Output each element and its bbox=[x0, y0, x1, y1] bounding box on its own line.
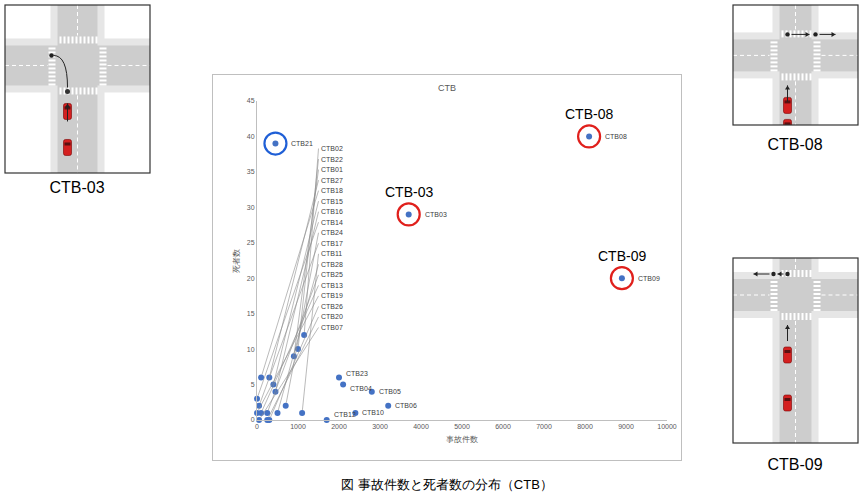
svg-text:CTB11: CTB11 bbox=[321, 250, 342, 257]
svg-text:1000: 1000 bbox=[290, 423, 306, 430]
svg-text:CTB25: CTB25 bbox=[321, 271, 343, 278]
svg-text:6000: 6000 bbox=[495, 423, 511, 430]
svg-text:15: 15 bbox=[247, 310, 255, 317]
svg-text:CTB17: CTB17 bbox=[321, 240, 343, 247]
svg-text:CTB26: CTB26 bbox=[321, 303, 343, 310]
svg-text:CTB-08: CTB-08 bbox=[767, 136, 822, 153]
svg-text:3000: 3000 bbox=[372, 423, 388, 430]
svg-text:CTB24: CTB24 bbox=[321, 229, 343, 236]
svg-text:7000: 7000 bbox=[536, 423, 552, 430]
svg-text:4000: 4000 bbox=[413, 423, 429, 430]
svg-text:CTB04: CTB04 bbox=[350, 385, 372, 392]
svg-text:25: 25 bbox=[247, 239, 255, 246]
svg-text:40: 40 bbox=[247, 133, 255, 140]
svg-text:CTB06: CTB06 bbox=[395, 402, 417, 409]
svg-text:CTB-03: CTB-03 bbox=[49, 179, 104, 196]
svg-text:CTB05: CTB05 bbox=[379, 388, 401, 395]
svg-text:CTB-08: CTB-08 bbox=[565, 106, 613, 122]
svg-text:CTB21: CTB21 bbox=[291, 140, 313, 147]
svg-text:CTB-09: CTB-09 bbox=[598, 248, 646, 264]
svg-text:CTB02: CTB02 bbox=[321, 145, 343, 152]
svg-text:CTB27: CTB27 bbox=[321, 177, 343, 184]
svg-text:CTB-09: CTB-09 bbox=[767, 456, 822, 473]
svg-text:5000: 5000 bbox=[454, 423, 470, 430]
svg-text:0: 0 bbox=[255, 423, 259, 430]
svg-text:45: 45 bbox=[247, 97, 255, 104]
svg-text:CTB18: CTB18 bbox=[321, 187, 343, 194]
svg-text:5: 5 bbox=[251, 381, 255, 388]
svg-text:CTB-03: CTB-03 bbox=[385, 184, 433, 200]
svg-text:CTB01: CTB01 bbox=[321, 166, 343, 173]
svg-text:CTB03: CTB03 bbox=[425, 211, 447, 218]
svg-text:CTB23: CTB23 bbox=[346, 370, 368, 377]
svg-text:CTB12: CTB12 bbox=[334, 411, 356, 418]
svg-text:CTB07: CTB07 bbox=[321, 324, 343, 331]
svg-text:CTB15: CTB15 bbox=[321, 198, 343, 205]
svg-text:CTB16: CTB16 bbox=[321, 208, 343, 215]
svg-text:30: 30 bbox=[247, 204, 255, 211]
svg-text:CTB10: CTB10 bbox=[362, 409, 384, 416]
svg-text:CTB28: CTB28 bbox=[321, 261, 343, 268]
svg-text:CTB20: CTB20 bbox=[321, 313, 343, 320]
svg-text:死者数: 死者数 bbox=[232, 249, 241, 273]
svg-text:9000: 9000 bbox=[618, 423, 634, 430]
svg-text:8000: 8000 bbox=[577, 423, 593, 430]
svg-text:0: 0 bbox=[251, 416, 255, 423]
svg-text:10: 10 bbox=[247, 346, 255, 353]
svg-text:35: 35 bbox=[247, 168, 255, 175]
svg-text:CTB08: CTB08 bbox=[605, 133, 627, 140]
svg-text:CTB: CTB bbox=[438, 83, 456, 93]
svg-text:CTB14: CTB14 bbox=[321, 219, 343, 226]
svg-text:事故件数: 事故件数 bbox=[446, 435, 478, 444]
svg-text:CTB09: CTB09 bbox=[638, 275, 660, 282]
svg-text:CTB19: CTB19 bbox=[321, 292, 343, 299]
svg-text:CTB22: CTB22 bbox=[321, 156, 343, 163]
svg-text:20: 20 bbox=[247, 275, 255, 282]
svg-text:CTB13: CTB13 bbox=[321, 282, 343, 289]
svg-text:2000: 2000 bbox=[331, 423, 347, 430]
svg-text:図 事故件数と死者数の分布（CTB）: 図 事故件数と死者数の分布（CTB） bbox=[341, 477, 553, 492]
svg-text:10000: 10000 bbox=[657, 423, 677, 430]
